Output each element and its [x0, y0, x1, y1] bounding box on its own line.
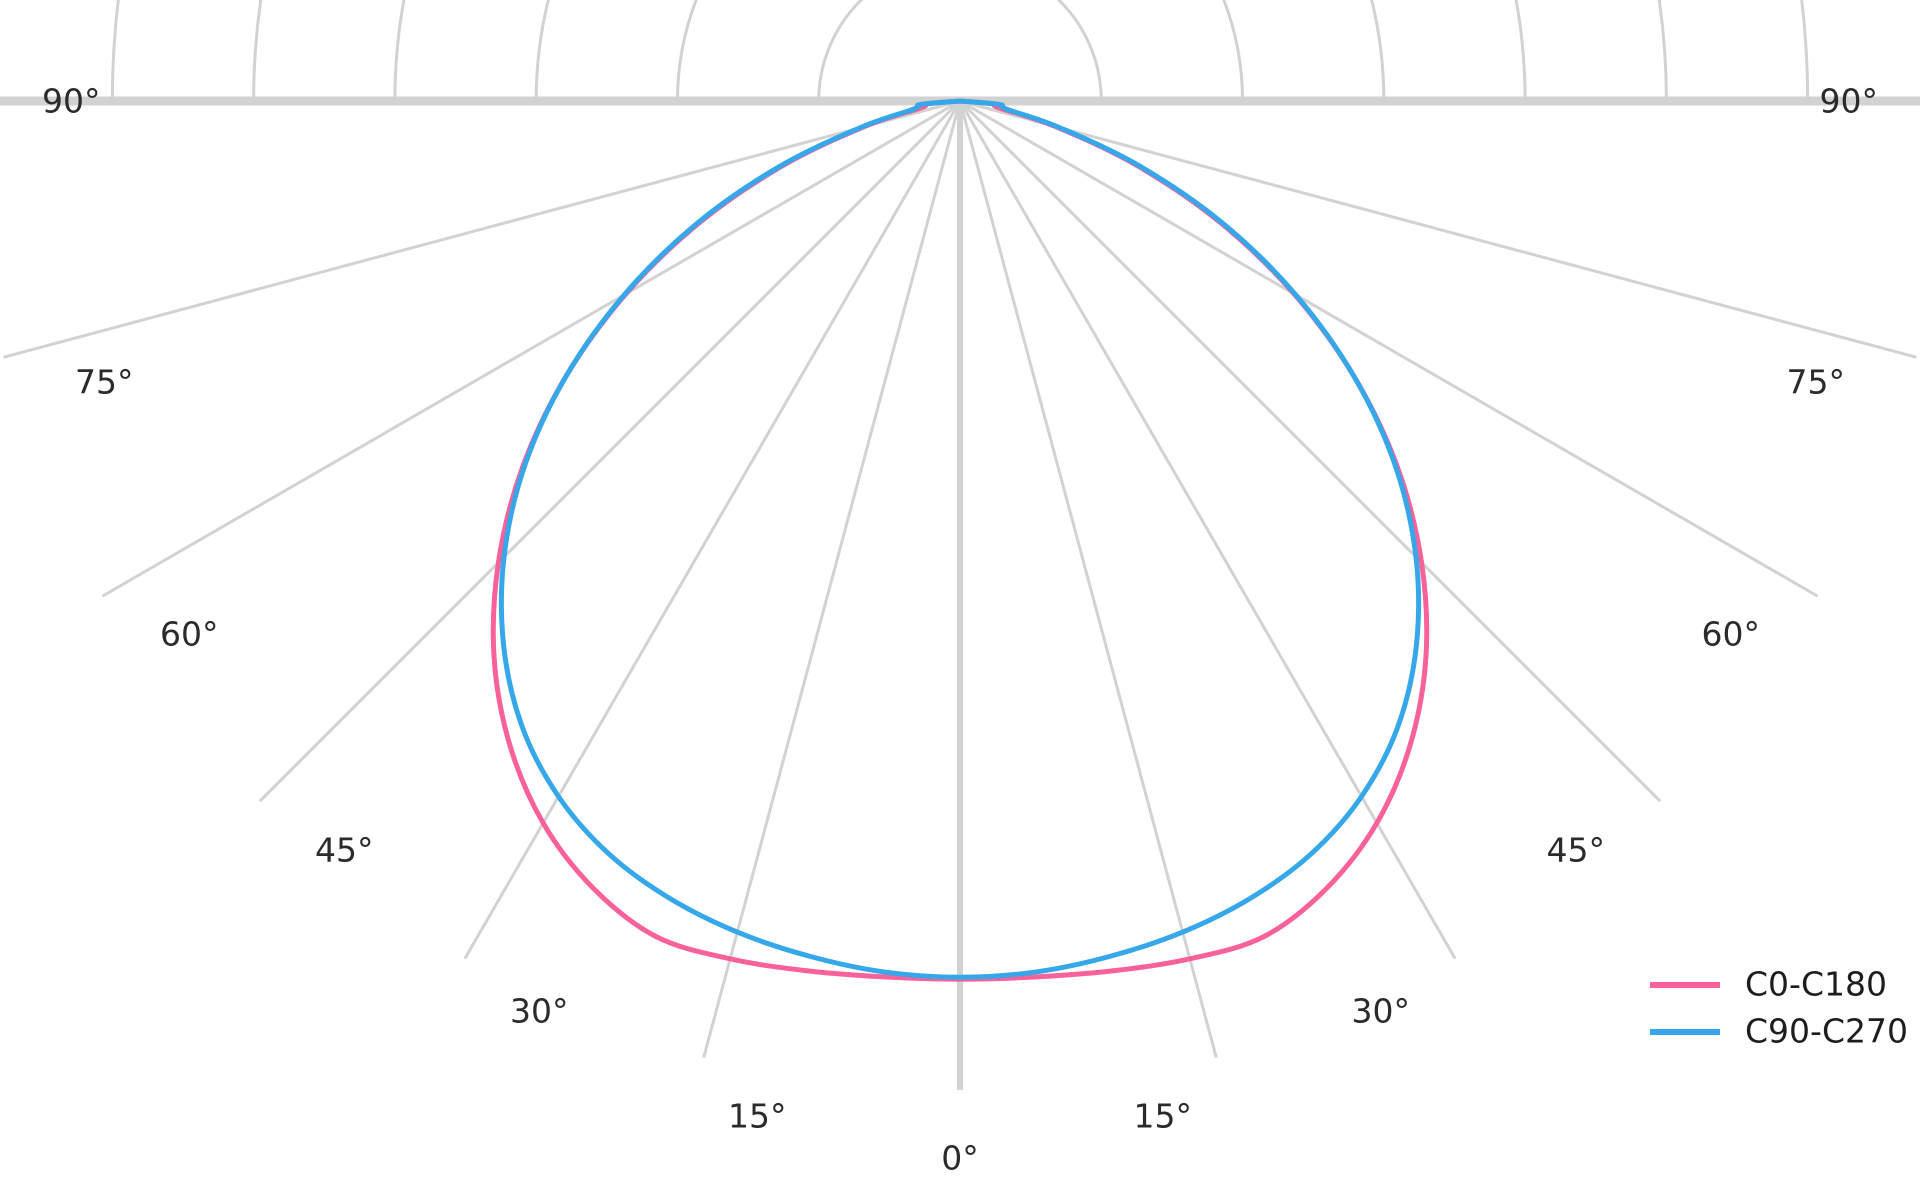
label-60-right: 60°: [1702, 615, 1761, 654]
polar-spoke-45: [958, 99, 1661, 802]
chart-legend[interactable]: C0-C180 C90-C270: [1650, 965, 1908, 1051]
distribution-curves: [490, 98, 1430, 982]
polar-spoke-75: [3, 99, 962, 359]
polar-spoke-45: [259, 99, 962, 802]
polar-outer-arc: [0, 0, 1920, 101]
polar-spoke-75: [958, 99, 1917, 359]
label-60-left: 60°: [160, 615, 219, 654]
curve-c90-c270: [498, 98, 1422, 980]
label-90-left: 90°: [42, 82, 101, 121]
polar-spoke-30: [464, 99, 962, 959]
label-45-right: 45°: [1547, 831, 1606, 870]
label-75-right: 75°: [1787, 363, 1846, 402]
polar-spoke-15: [958, 99, 1218, 1058]
polar-ring-4: [395, 0, 1525, 101]
label-75-left: 75°: [75, 363, 134, 402]
legend-label-2[interactable]: C90-C270: [1745, 1012, 1908, 1051]
polar-spoke-30: [958, 99, 1456, 959]
label-30-left: 30°: [510, 992, 569, 1031]
label-15-right: 15°: [1134, 1097, 1193, 1136]
polar-spoke-60: [958, 99, 1818, 597]
label-15-left: 15°: [728, 1097, 787, 1136]
polar-ring-2: [675, 0, 1245, 103]
label-0-center: 0°: [941, 1139, 979, 1177]
polar-ring-5: [252, 0, 1668, 103]
polar-ring-3: [534, 0, 1386, 103]
polar-spoke-60: [102, 99, 962, 597]
label-30-right: 30°: [1352, 992, 1411, 1031]
label-45-left: 45°: [315, 831, 374, 870]
angle-tick-labels: 90° 75° 60° 45° 30° 15° 90° 75° 60° 45° 30° 15° 0°: [42, 82, 1878, 1177]
polar-spoke-15: [702, 99, 962, 1058]
label-90-right: 90°: [1820, 82, 1879, 121]
polar-grid: [0, 0, 1920, 1090]
legend-label-1[interactable]: C0-C180: [1745, 965, 1887, 1004]
polar-ring-1: [817, 0, 1103, 103]
polar-ring-6: [112, 0, 1807, 101]
